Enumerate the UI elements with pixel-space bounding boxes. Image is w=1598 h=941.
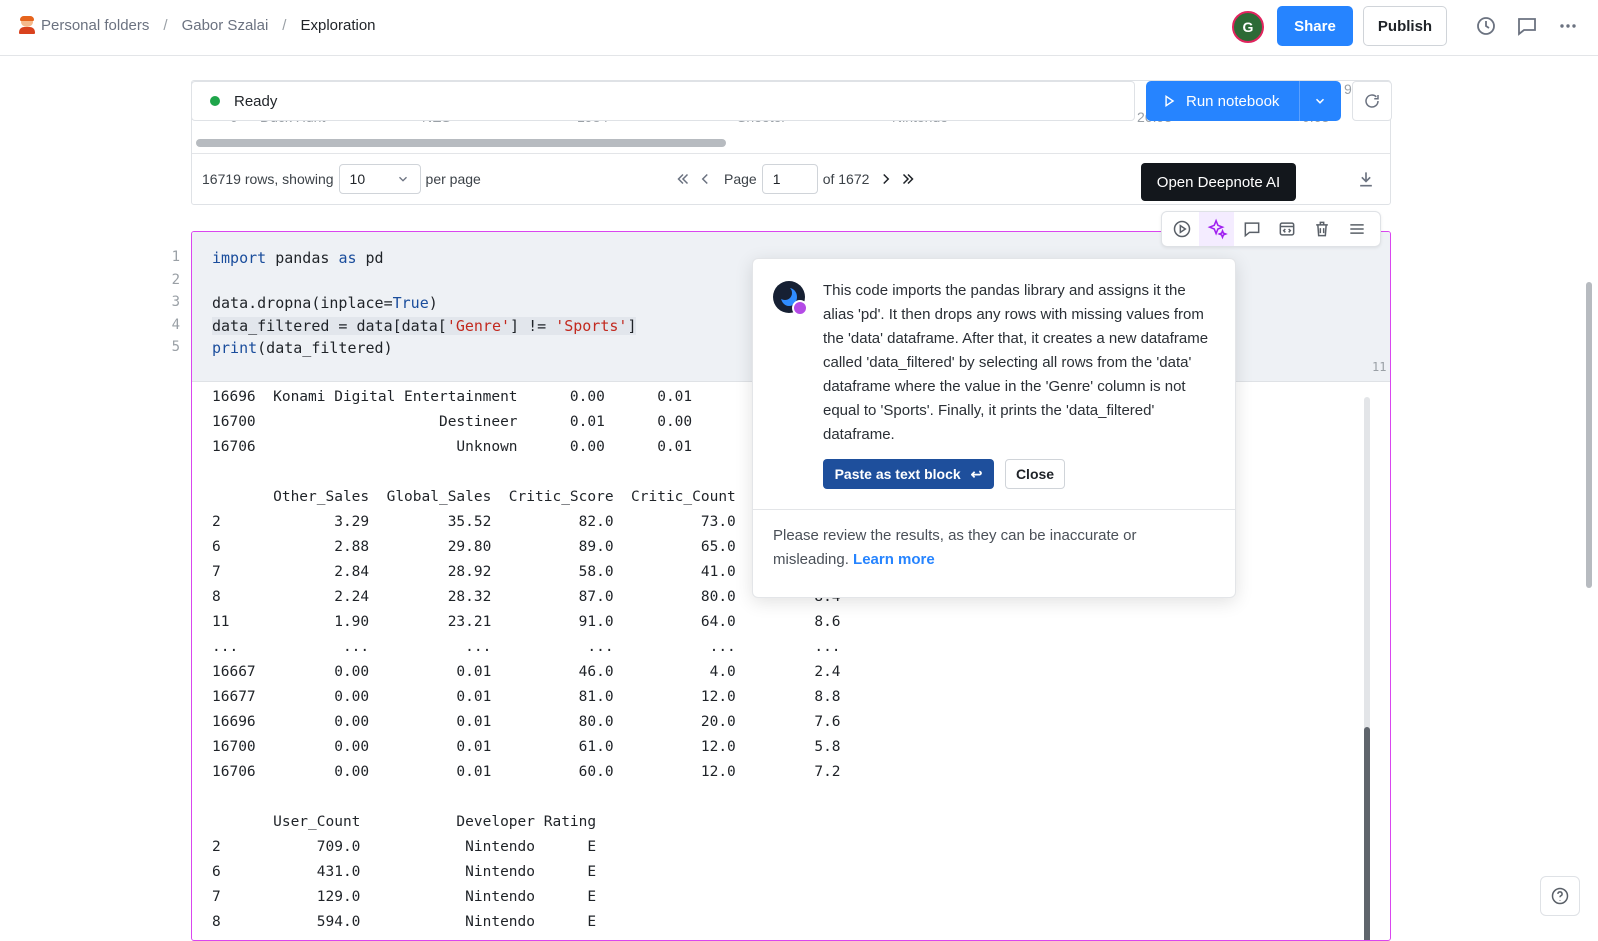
enter-key-icon: ↩ [970,465,983,482]
output-text: 16696 Konami Digital Entertainment 0.00 … [212,389,841,930]
download-icon[interactable] [1356,169,1376,189]
table-horizontal-scrollbar[interactable] [196,139,726,147]
refresh-icon [1365,94,1379,108]
divider [753,509,1235,510]
cell-output: 16696 Konami Digital Entertainment 0.00 … [192,383,1390,940]
more-icon[interactable] [1556,14,1580,38]
line-number: 1 [171,249,180,265]
status-text: Ready [234,92,278,110]
run-notebook-button[interactable]: Run notebook [1146,81,1341,121]
line-numbers: 1 2 3 4 5 [166,246,180,359]
delete-icon[interactable] [1304,212,1339,246]
pagination: Page 1 of 1672 [672,164,919,194]
share-button[interactable]: Share [1277,6,1353,46]
page-label: Page [724,171,757,187]
play-icon [1165,95,1175,107]
page-number-input[interactable]: 1 [761,164,818,194]
publish-button[interactable]: Publish [1363,6,1447,46]
page-total: of 1672 [822,171,870,187]
run-options-dropdown[interactable] [1300,94,1340,108]
per-page-select[interactable]: 10 [338,164,421,194]
line-number: 3 [171,294,180,310]
ai-disclaimer-text: Please review the results, as they can b… [773,527,1137,568]
previous-page-icon[interactable] [696,170,714,188]
cell-toolbar [1161,211,1381,247]
ai-disclaimer: Please review the results, as they can b… [773,524,1213,572]
lightbulb-icon [792,300,808,316]
run-cell-icon[interactable] [1164,212,1199,246]
comment-icon[interactable] [1234,212,1269,246]
line-number: 5 [171,339,180,355]
folder-emoji-icon [18,16,36,34]
cell-execution-count: 11 [1372,360,1387,374]
paste-label: Paste as text block [834,466,961,482]
run-notebook-main[interactable]: Run notebook [1146,81,1300,121]
per-page-value: 10 [349,171,366,187]
menu-icon[interactable] [1339,212,1374,246]
paste-as-text-block-button[interactable]: Paste as text block ↩ [823,459,994,489]
kernel-status: Ready [191,81,1135,121]
run-notebook-label: Run notebook [1186,92,1280,110]
tooltip: Open Deepnote AI [1141,163,1296,201]
rows-per-page: 16719 rows, showing 10 per page [202,164,481,194]
ai-sparkle-icon[interactable] [1199,212,1234,246]
output-scrollbar-thumb[interactable] [1364,727,1370,940]
close-button[interactable]: Close [1005,459,1065,489]
divider [192,153,1390,154]
refresh-button[interactable] [1352,81,1392,121]
status-dot-icon [210,96,220,106]
line-number: 2 [171,271,180,288]
first-page-icon[interactable] [674,170,692,188]
code-block-icon[interactable] [1269,212,1304,246]
ai-explanation-text: This code imports the pandas library and… [823,282,1209,443]
output-scrollbar[interactable] [1364,397,1370,940]
rows-count-text: 16719 rows, showing [202,171,334,187]
history-icon[interactable] [1474,14,1498,38]
breadcrumb-user[interactable]: Gabor Szalai [181,16,269,34]
per-page-label: per page [425,171,481,187]
comment-icon[interactable] [1515,14,1539,38]
next-page-icon[interactable] [877,170,895,188]
avatar[interactable]: G [1232,11,1264,43]
chevron-down-icon [398,176,407,182]
learn-more-link[interactable]: Learn more [853,551,935,568]
code-text[interactable]: import pandas as pd data.dropna(inplace=… [212,249,637,357]
breadcrumb: Personal folders / Gabor Szalai / Explor… [18,16,376,34]
last-page-icon[interactable] [899,170,917,188]
help-icon [1551,887,1569,905]
top-bar: Personal folders / Gabor Szalai / Explor… [0,0,1598,56]
line-number: 4 [171,316,180,333]
chevron-down-icon [1315,98,1325,104]
ai-explanation-popover: This code imports the pandas library and… [752,258,1236,598]
breadcrumb-separator: / [163,16,168,34]
deepnote-ai-avatar-icon [773,281,808,316]
breadcrumb-separator: / [282,16,287,34]
table-cell: 9 [1344,81,1352,97]
page-scrollbar[interactable] [1586,282,1592,588]
breadcrumb-current[interactable]: Exploration [300,16,376,34]
breadcrumb-personal-folders[interactable]: Personal folders [41,16,150,34]
help-button[interactable] [1540,876,1580,916]
